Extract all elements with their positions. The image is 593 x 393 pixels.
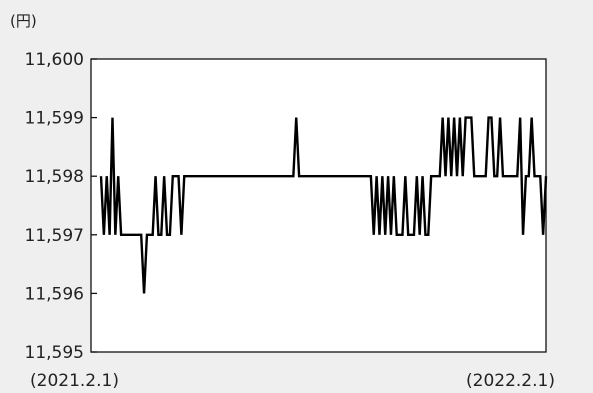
y-tick-label: 11,600 [25, 50, 84, 70]
y-axis-unit-label: (円) [10, 12, 37, 30]
x-axis-end-label: (2022.2.1) [466, 371, 555, 391]
y-tick-label: 11,595 [25, 343, 84, 363]
y-tick-label: 11,598 [25, 167, 84, 187]
y-tick-label: 11,599 [25, 109, 84, 129]
plot-area [90, 58, 547, 353]
y-tick-label: 11,597 [25, 226, 84, 246]
x-axis-start-label: (2021.2.1) [30, 371, 119, 391]
y-tick-label: 11,596 [25, 284, 84, 304]
y-axis-tick-labels: 11,600 11,599 11,598 11,597 11,596 11,595 [25, 50, 84, 363]
y-axis-tick-marks [91, 58, 97, 353]
price-series-line [99, 116, 548, 294]
